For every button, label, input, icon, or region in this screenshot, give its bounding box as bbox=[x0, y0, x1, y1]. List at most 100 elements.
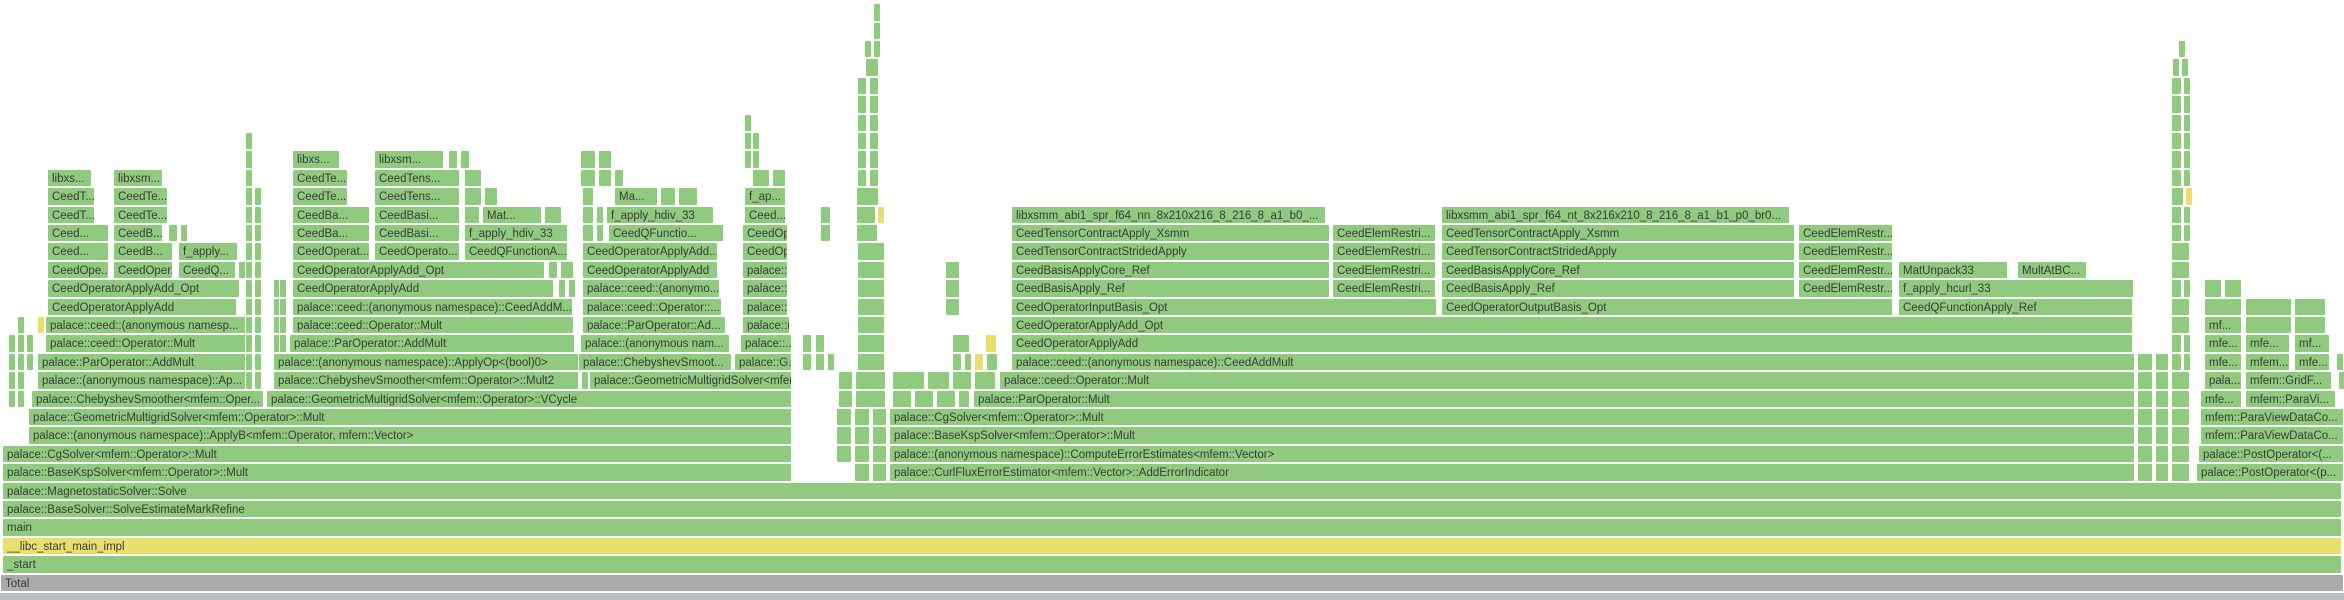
flame-frame[interactable]: CeedTe... bbox=[113, 205, 168, 224]
flame-cell[interactable] bbox=[582, 187, 594, 206]
flame-cell[interactable] bbox=[2171, 205, 2182, 224]
flame-cell[interactable] bbox=[836, 426, 852, 445]
flame-cell[interactable] bbox=[2171, 150, 2182, 169]
flame-frame[interactable]: CeedElemRestri... bbox=[1332, 260, 1436, 280]
flame-cell[interactable] bbox=[245, 132, 253, 151]
flame-frame[interactable]: palace::... bbox=[740, 334, 792, 353]
flame-cell[interactable] bbox=[17, 316, 25, 335]
flame-frame[interactable]: palace::... bbox=[742, 260, 788, 280]
flame-frame[interactable]: palace::ChebyshevSmoother<mfem::Oper... bbox=[31, 389, 264, 408]
flame-frame[interactable]: mfe... bbox=[2245, 334, 2290, 353]
flame-frame[interactable]: CeedOperatorInputBasis_Opt bbox=[1011, 297, 1437, 316]
flame-frame[interactable]: MatUnpack33 bbox=[1898, 260, 2008, 280]
flame-cell[interactable] bbox=[245, 352, 253, 372]
flame-cell[interactable] bbox=[2178, 40, 2186, 59]
flame-cell[interactable] bbox=[254, 205, 262, 224]
flame-cell[interactable] bbox=[855, 389, 886, 408]
flame-cell[interactable] bbox=[952, 352, 962, 372]
flame-cell[interactable] bbox=[245, 260, 253, 280]
flame-frame[interactable]: CeedB... bbox=[113, 224, 163, 243]
flame-cell[interactable] bbox=[2183, 352, 2191, 372]
flame-cell[interactable] bbox=[548, 260, 558, 280]
flame-cell[interactable] bbox=[580, 168, 596, 188]
flame-cell[interactable] bbox=[254, 316, 262, 335]
flame-cell[interactable] bbox=[772, 168, 786, 188]
flame-cell[interactable] bbox=[2171, 95, 2182, 114]
flame-frame[interactable]: palace::ChebyshevSmoot... bbox=[578, 352, 732, 372]
flame-frame[interactable]: CeedTe... bbox=[113, 187, 168, 206]
flame-cell[interactable] bbox=[678, 187, 698, 206]
flame-frame[interactable]: palace::CgSolver<mfem::Operator>::Mult bbox=[889, 408, 2135, 427]
flame-cell[interactable] bbox=[614, 168, 624, 188]
flame-frame[interactable]: mf... bbox=[2294, 334, 2330, 353]
flame-cell[interactable] bbox=[854, 444, 870, 464]
flame-frame[interactable]: palace::BaseKspSolver<mfem::Operator>::M… bbox=[2, 463, 792, 482]
flame-cell[interactable] bbox=[2171, 316, 2190, 335]
flame-cell[interactable] bbox=[254, 224, 262, 243]
flame-frame[interactable]: palace::(anonymous nam... bbox=[580, 334, 730, 353]
flame-cell[interactable] bbox=[464, 168, 482, 188]
flame-cell[interactable] bbox=[2171, 260, 2190, 280]
flame-cell[interactable] bbox=[869, 132, 879, 151]
flame-cell[interactable] bbox=[2137, 463, 2153, 482]
flame-cell[interactable] bbox=[2171, 444, 2190, 464]
flame-cell[interactable] bbox=[872, 408, 887, 427]
flame-cell[interactable] bbox=[856, 187, 879, 206]
flame-frame[interactable]: CeedQFunctionA... bbox=[464, 242, 568, 261]
flame-cell[interactable] bbox=[2294, 297, 2326, 316]
flame-cell[interactable] bbox=[857, 150, 867, 169]
flame-frame[interactable]: palace::ceed::Operator::Mult bbox=[999, 371, 2135, 390]
flame-frame[interactable]: palace::PostOperator<(... bbox=[2198, 444, 2344, 464]
flame-frame[interactable]: CeedQFunctio... bbox=[608, 224, 724, 243]
flame-cell[interactable] bbox=[857, 352, 885, 372]
flame-cell[interactable] bbox=[598, 168, 612, 188]
flame-cell[interactable] bbox=[460, 150, 470, 169]
flame-frame[interactable]: palace::... bbox=[742, 297, 788, 316]
flame-frame[interactable]: f_apply... bbox=[178, 242, 238, 261]
flame-frame[interactable]: CeedOperatorApplyAdd_Opt bbox=[47, 279, 240, 298]
flame-frame[interactable]: Ceed... bbox=[744, 205, 786, 224]
flame-frame[interactable]: libxsm... bbox=[113, 168, 163, 188]
flame-cell[interactable] bbox=[2183, 76, 2191, 96]
flame-frame[interactable]: CeedOperatorApplyAdd_Opt bbox=[292, 260, 545, 280]
flame-cell[interactable] bbox=[2171, 297, 2190, 316]
flame-frame[interactable]: CeedOperatorApplyAdd bbox=[47, 297, 237, 316]
flame-cell[interactable] bbox=[2171, 426, 2190, 445]
flame-frame[interactable]: CeedOperatorOutputBasis_Opt bbox=[1441, 297, 1893, 316]
flame-cell[interactable] bbox=[744, 113, 752, 132]
flame-frame[interactable]: palace::ParOperator::Ad... bbox=[582, 316, 726, 335]
flame-cell[interactable] bbox=[857, 279, 885, 298]
flame-cell[interactable] bbox=[254, 334, 262, 353]
flame-cell[interactable] bbox=[857, 316, 885, 335]
flame-frame[interactable]: CeedTensorContractApply_Xsmm bbox=[1011, 224, 1330, 243]
flame-cell[interactable] bbox=[974, 371, 996, 390]
flame-cell[interactable] bbox=[8, 334, 16, 353]
flame-cell[interactable] bbox=[815, 352, 825, 372]
flame-cell[interactable] bbox=[596, 205, 604, 224]
flame-cell[interactable] bbox=[856, 224, 878, 243]
flame-frame[interactable]: mfem::GridF... bbox=[2245, 371, 2332, 390]
flame-frame[interactable]: CeedElemRestr... bbox=[1798, 224, 1893, 243]
flame-cell[interactable] bbox=[8, 352, 16, 372]
flame-cell[interactable] bbox=[2171, 113, 2182, 132]
flame-frame[interactable]: palace::(anonymous namespace)::ApplyOp<(… bbox=[273, 352, 579, 372]
flame-cell[interactable] bbox=[857, 132, 867, 151]
flame-cell[interactable] bbox=[245, 334, 253, 353]
flame-cell[interactable] bbox=[2245, 316, 2292, 335]
flame-frame[interactable]: mf... bbox=[2204, 316, 2242, 335]
flame-cell[interactable] bbox=[245, 242, 253, 261]
flame-cell[interactable] bbox=[558, 279, 566, 298]
flame-cell[interactable] bbox=[2183, 279, 2191, 298]
flame-frame[interactable]: palace::ceed::Operator::Mult bbox=[45, 334, 248, 353]
flame-frame[interactable]: CeedTensorContractStridedApply bbox=[1441, 242, 1795, 261]
flame-cell[interactable] bbox=[245, 279, 253, 298]
flame-frame[interactable]: libxsm... bbox=[374, 150, 444, 169]
flame-frame[interactable]: CeedElemRestri... bbox=[1332, 242, 1436, 261]
flame-frame[interactable]: mfem::ParaVi... bbox=[2245, 389, 2336, 408]
flame-cell[interactable] bbox=[2155, 426, 2169, 445]
flame-frame[interactable]: CeedOperatorApplyAdd bbox=[1011, 334, 2133, 353]
flame-cell[interactable] bbox=[2171, 408, 2190, 427]
flame-frame[interactable]: Mat... bbox=[482, 205, 542, 224]
flame-frame[interactable]: CeedOperato... bbox=[374, 242, 460, 261]
flame-cell[interactable] bbox=[17, 352, 25, 372]
